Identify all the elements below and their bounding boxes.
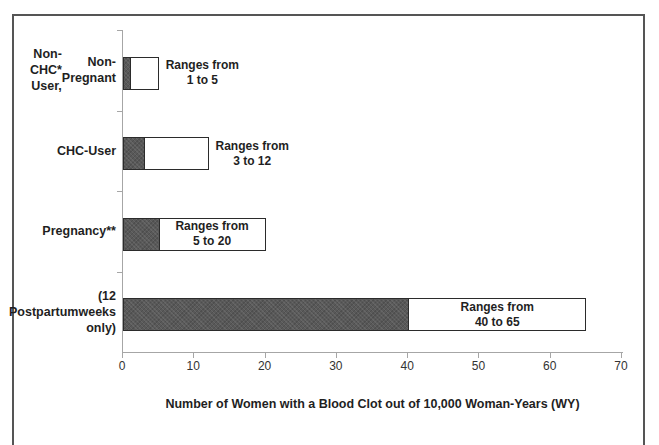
category-label-line: (12 weeks only) <box>78 288 116 336</box>
bar-dark-segment <box>124 58 131 89</box>
x-tick-label: 60 <box>535 359 565 373</box>
range-bar <box>123 57 159 90</box>
category-label: CHC-User <box>14 111 116 192</box>
category-label: Postpartum(12 weeks only) <box>14 272 116 353</box>
x-tick-label: 0 <box>107 359 137 373</box>
x-tick <box>550 353 551 358</box>
category-label: Non-CHC* User,Non-Pregnant <box>14 30 116 111</box>
y-tick <box>117 111 122 112</box>
x-tick-label: 30 <box>321 359 351 373</box>
range-annotation-line: 40 to 65 <box>475 315 520 330</box>
bar-dark-segment <box>124 138 145 169</box>
x-tick <box>265 353 266 358</box>
x-tick-label: 10 <box>178 359 208 373</box>
category-label-line: Non-CHC* User, <box>14 46 62 94</box>
range-annotation-line: Ranges from <box>175 219 248 234</box>
range-annotation: Ranges from40 to 65 <box>408 298 586 331</box>
x-tick <box>336 353 337 358</box>
x-tick <box>122 353 123 358</box>
x-axis <box>122 352 623 353</box>
range-annotation-line: Ranges from <box>166 58 239 73</box>
x-tick-label: 40 <box>392 359 422 373</box>
x-tick <box>621 353 622 358</box>
x-axis-title: Number of Women with a Blood Clot out of… <box>123 397 622 411</box>
y-tick <box>117 272 122 273</box>
x-tick-label: 70 <box>606 359 636 373</box>
range-annotation: Ranges from5 to 20 <box>159 218 266 251</box>
bar-dark-segment <box>124 219 160 250</box>
x-tick-label: 20 <box>250 359 280 373</box>
category-label-line: Pregnancy** <box>42 223 116 239</box>
range-annotation-line: 1 to 5 <box>187 73 218 88</box>
x-tick-label: 50 <box>463 359 493 373</box>
category-label-line: Postpartum <box>9 304 78 320</box>
category-label-line: Non-Pregnant <box>62 54 116 86</box>
y-tick <box>117 191 122 192</box>
y-tick <box>117 30 122 31</box>
x-tick <box>478 353 479 358</box>
x-tick <box>193 353 194 358</box>
range-annotation-line: 3 to 12 <box>233 154 271 169</box>
category-label: Pregnancy** <box>14 191 116 272</box>
bar-dark-segment <box>124 299 409 330</box>
range-annotation: Ranges from1 to 5 <box>166 57 239 90</box>
range-annotation-line: Ranges from <box>461 300 534 315</box>
x-tick <box>407 353 408 358</box>
range-annotation: Ranges from3 to 12 <box>216 137 289 170</box>
range-annotation-line: 5 to 20 <box>193 234 231 249</box>
category-label-line: CHC-User <box>57 143 116 159</box>
range-annotation-line: Ranges from <box>216 139 289 154</box>
range-bar <box>123 137 209 170</box>
